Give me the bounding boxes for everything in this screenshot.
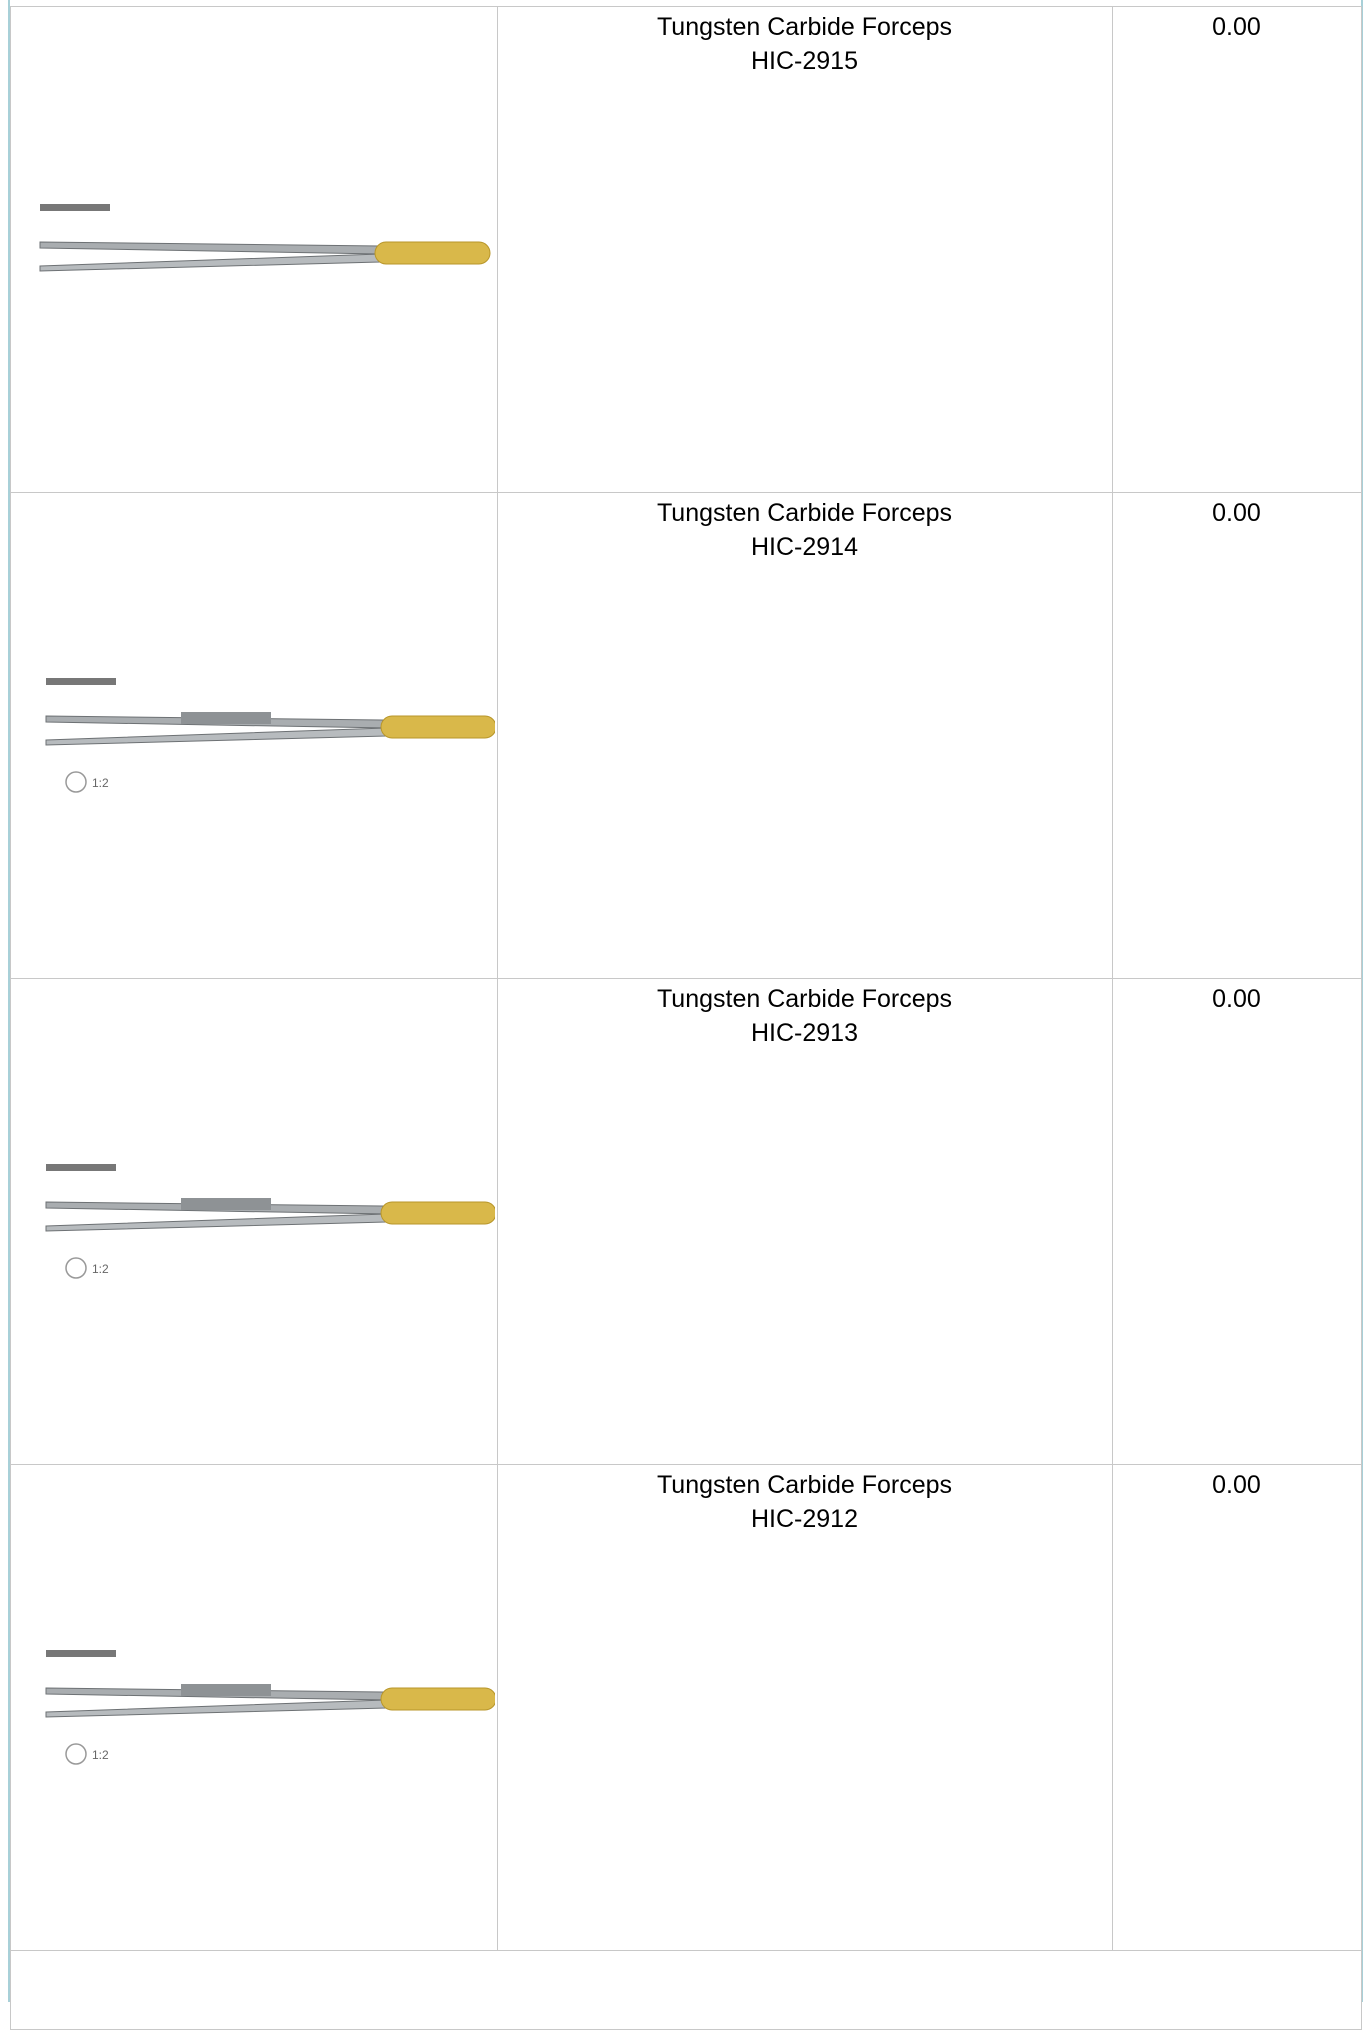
frame-border (1361, 0, 1363, 2002)
product-image: 1:2 (45, 1650, 495, 1765)
table-cell (497, 6, 1113, 493)
serration (181, 1198, 271, 1210)
price: 0.00 (1212, 13, 1261, 41)
serration (181, 1684, 271, 1696)
ruler-bar (40, 204, 110, 211)
forceps-arm (39, 253, 381, 272)
product-name: Tungsten Carbide Forceps (656, 985, 953, 1013)
product-name: Tungsten Carbide Forceps (656, 1471, 953, 1499)
gold-handle (380, 1201, 495, 1225)
product-code: HIC-2913 (751, 1019, 858, 1047)
ruler-bar (46, 678, 116, 685)
scale-icon (65, 1257, 87, 1279)
table-cell (1112, 6, 1362, 493)
serration (181, 712, 271, 724)
scale-label: 1:2 (92, 1748, 109, 1762)
forceps-arm (45, 727, 387, 746)
product-image (39, 204, 491, 272)
product-name: Tungsten Carbide Forceps (656, 499, 953, 527)
ruler-bar (46, 1164, 116, 1171)
price: 0.00 (1212, 1471, 1261, 1499)
table-cell (497, 1464, 1113, 1951)
scale-icon (65, 1743, 87, 1765)
price: 0.00 (1212, 985, 1261, 1013)
forceps-arm (45, 1699, 387, 1718)
table-cell (1112, 978, 1362, 1465)
gold-handle (380, 1687, 495, 1711)
scale-label: 1:2 (92, 1262, 109, 1276)
product-name: Tungsten Carbide Forceps (656, 13, 953, 41)
ruler-bar (46, 1650, 116, 1657)
forceps-arm (45, 1213, 387, 1232)
forceps-arm (39, 241, 381, 255)
product-code: HIC-2914 (751, 533, 858, 561)
table-cell (1112, 1464, 1362, 1951)
gold-handle (380, 715, 495, 739)
price: 0.00 (1212, 499, 1261, 527)
product-image: 1:2 (45, 1164, 495, 1279)
frame-border (8, 0, 10, 2002)
product-image: 1:2 (45, 678, 495, 793)
scale-icon (65, 771, 87, 793)
table-cell (497, 492, 1113, 979)
table-cell (10, 1950, 1362, 2030)
gold-handle (374, 241, 491, 265)
table-cell (1112, 492, 1362, 979)
scale-label: 1:2 (92, 776, 109, 790)
product-code: HIC-2915 (751, 47, 858, 75)
product-code: HIC-2912 (751, 1505, 858, 1533)
table-cell (497, 978, 1113, 1465)
